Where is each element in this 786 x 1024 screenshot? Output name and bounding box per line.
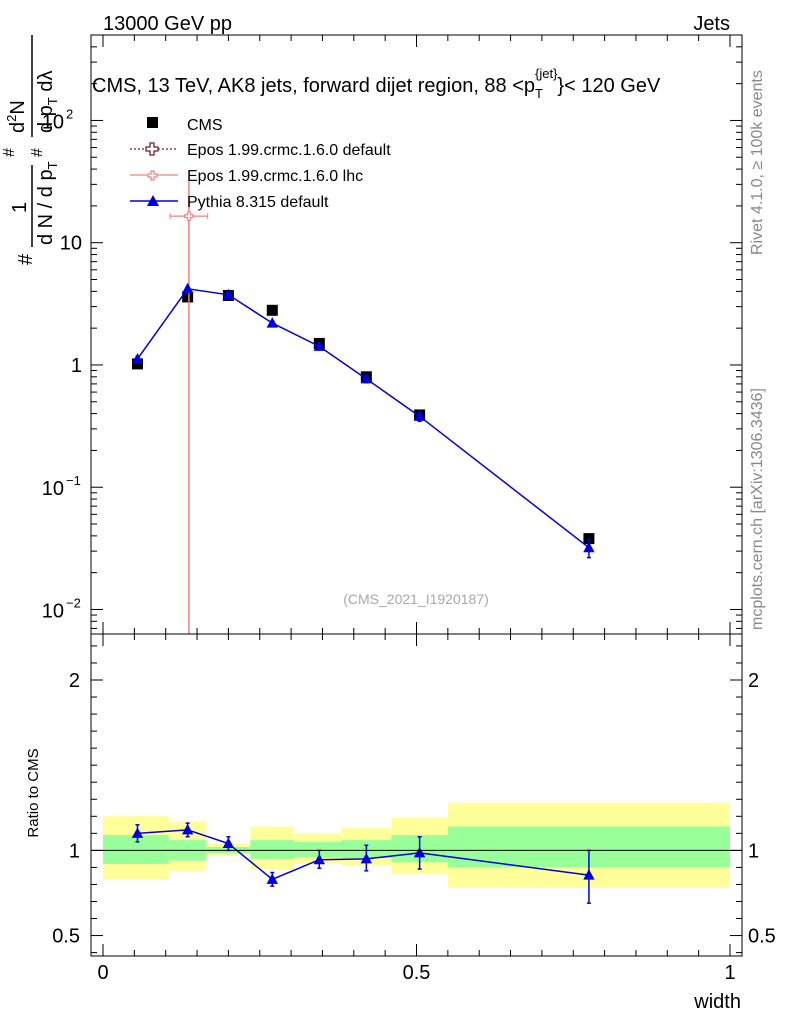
ylabel-den2-text: d p [35,105,57,133]
pythia-ratio-line [137,829,590,881]
ylabel-denom-text: d N / d p [35,169,57,245]
pythia-data-point [181,282,194,294]
ylabel-numerator: d2N [4,100,29,133]
main-ytick-exponent: −2 [66,595,81,610]
main-ytick-exponent: 2 [66,106,73,121]
ratio-ytick-label-left: 0.5 [52,926,80,948]
main-ytick-label: 10 [42,478,64,500]
cms-data-point [131,358,143,370]
header-left: 13000 GeV pp [103,13,232,35]
legend-label-epos-lhc: Epos 1.99.crmc.1.6.0 lhc [187,168,363,185]
ratio-ytick-label-left: 2 [69,670,80,692]
ylabel-num-n: N [7,100,29,114]
legend-marker-epos-default [145,142,159,156]
ylabel-den2-sub: T [45,97,60,105]
ylabel-num-d: d [7,122,29,133]
pythia-data-point [266,317,278,328]
ratio-ytick-label-right: 2 [748,670,759,692]
main-ytick-label: 10 [42,111,64,133]
ylabel-denominator: d N / d pT [35,161,60,245]
main-ytick-label: 10 [60,233,82,255]
title-main-text: CMS, 13 TeV, AK8 jets, forward dijet reg… [92,75,535,97]
pythia-ratio-point [583,869,595,880]
rivet-version-label: Rivet 4.1.0, ≥ 100k events [749,70,766,255]
pythia-data-point [360,372,373,384]
main-ytick-exponent: −1 [66,473,81,488]
legend-label-pythia: Pythia 8.315 default [187,194,329,211]
x-tick-label: 0.5 [403,962,431,984]
ylabel-one: 1 [9,202,31,213]
main-ytick-label: 10 [42,600,64,622]
ratio-band-green [250,840,295,859]
ratio-series-layer [131,822,595,904]
cms-data-point [583,533,595,545]
title-tail-text: }< 120 GeV [557,75,661,97]
ylabel-denominator-2: d pT dλ [35,71,60,133]
pythia-data-point [131,352,144,364]
ylabel-hash-2: # [1,148,18,157]
ratio-ytick-label-right: 1 [748,840,759,862]
x-tick-label: 1 [724,962,735,984]
legend-marker-pythia [147,195,159,206]
main-series-layer [131,179,595,634]
pythia-ratio-point [266,873,278,884]
pythia-ratio-point [313,853,326,865]
legend: CMS Epos 1.99.crmc.1.6.0 default Epos 1.… [130,117,391,211]
cms-data-point [182,291,194,303]
x-tick-label: 0 [97,962,108,984]
pythia-ratio-point [360,852,373,864]
ratio-ylabel: Ratio to CMS [25,748,42,837]
ratio-band-green [103,835,169,864]
ratio-ytick-label-right: 0.5 [748,926,776,948]
main-ylabel: # 1 d N / d pT # # d2N d pT dλ [1,35,60,265]
mcplots-label: mcplots.cern.ch [arXiv:1306.3436] [749,388,766,630]
ylabel-den2-lambda: dλ [35,71,57,98]
legend-label-cms: CMS [187,117,223,134]
pythia-ratio-point [181,823,194,835]
ratio-ytick-label-left: 1 [69,840,80,862]
legend-label-epos-default: Epos 1.99.crmc.1.6.0 default [187,142,391,159]
ylabel-num-sup: 2 [4,115,19,122]
ylabel-hash-3: # [29,148,46,157]
main-ytick-label: 1 [71,355,82,377]
title-subscript: T [535,86,543,101]
pythia-line [136,287,590,549]
main-title: CMS, 13 TeV, AK8 jets, forward dijet reg… [92,66,661,101]
ylabel-hash-1: # [15,253,37,265]
ratio-band-green [294,841,342,858]
legend-marker-cms [147,117,158,128]
pythia-ratio-point [131,827,144,838]
title-superscript: {jet} [535,66,558,81]
cms-data-point [266,304,278,316]
pythia-ratio-point [222,837,235,849]
pythia-data-point [413,410,426,421]
analysis-watermark: (CMS_2021_I1920187) [343,591,489,607]
pythia-ratio-point [413,846,426,858]
legend-marker-epos-lhc [147,170,158,181]
pythia-data-point [222,288,235,300]
pythia-data-point [313,340,326,351]
pythia-data-point [583,541,595,553]
epos-lhc-data-point [184,211,194,221]
ratio-axes-layer: 0.5 0.5 1 1 2 2 0 0.5 1 [52,633,776,984]
x-axis-label: width [693,991,741,1013]
header-right: Jets [693,13,730,35]
ylabel-denom-sub: T [45,161,60,169]
